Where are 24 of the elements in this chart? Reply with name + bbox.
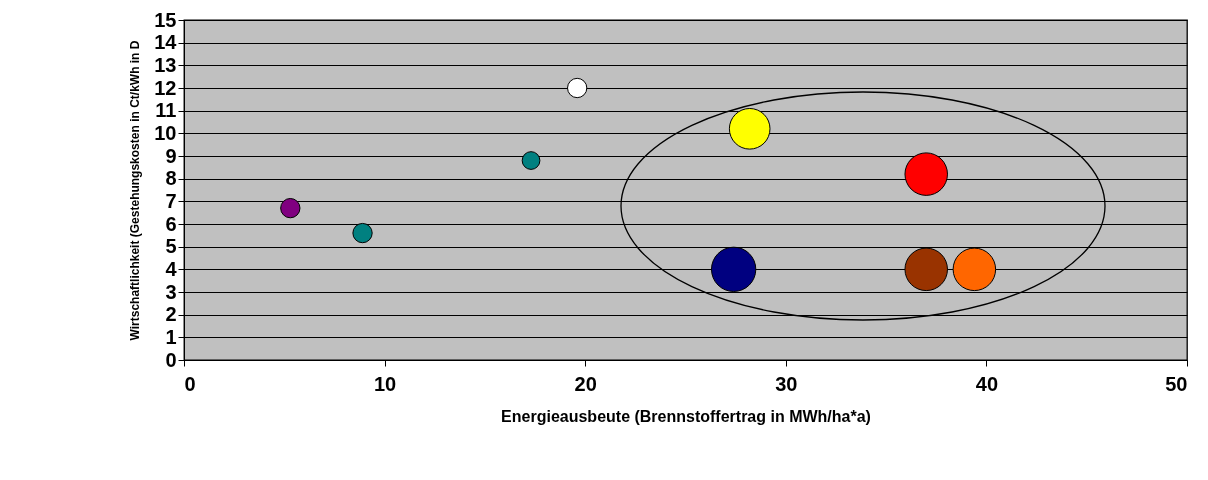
y-tick-label: 4 <box>165 257 178 280</box>
y-tick-label: 9 <box>165 144 177 167</box>
x-tick-label: 30 <box>775 372 798 395</box>
x-tick-label: 20 <box>574 372 597 395</box>
y-tick-label: 12 <box>154 76 177 99</box>
y-tick-label: 11 <box>155 99 177 122</box>
y-tick-label: 14 <box>154 31 178 54</box>
y-tick-label: 10 <box>154 121 177 144</box>
x-tick-label: 0 <box>184 372 196 395</box>
y-tick-label: 3 <box>165 280 177 303</box>
y-tick-label: 8 <box>165 167 177 190</box>
y-tick-label: 15 <box>154 8 177 31</box>
y-tick-label: 13 <box>154 53 177 76</box>
x-tick-label: 50 <box>1165 372 1188 395</box>
y-tick-label: 0 <box>165 348 177 371</box>
y-axis-title: Wirtschaftlichkeit (Gestehungskosten in Ct/kWh in D <box>128 40 143 341</box>
y-tick-label: 2 <box>165 303 177 326</box>
y-tick-label: 1 <box>165 325 177 348</box>
y-tick-label: 6 <box>165 212 177 235</box>
x-axis-title: Energieausbeute (Brennstoffertrag in MWh/ha*a) <box>501 407 871 425</box>
y-tick-label: 7 <box>165 189 177 212</box>
x-tick-label: 10 <box>373 372 397 395</box>
x-tick-label: 40 <box>975 372 999 395</box>
y-tick-label: 5 <box>165 235 177 258</box>
